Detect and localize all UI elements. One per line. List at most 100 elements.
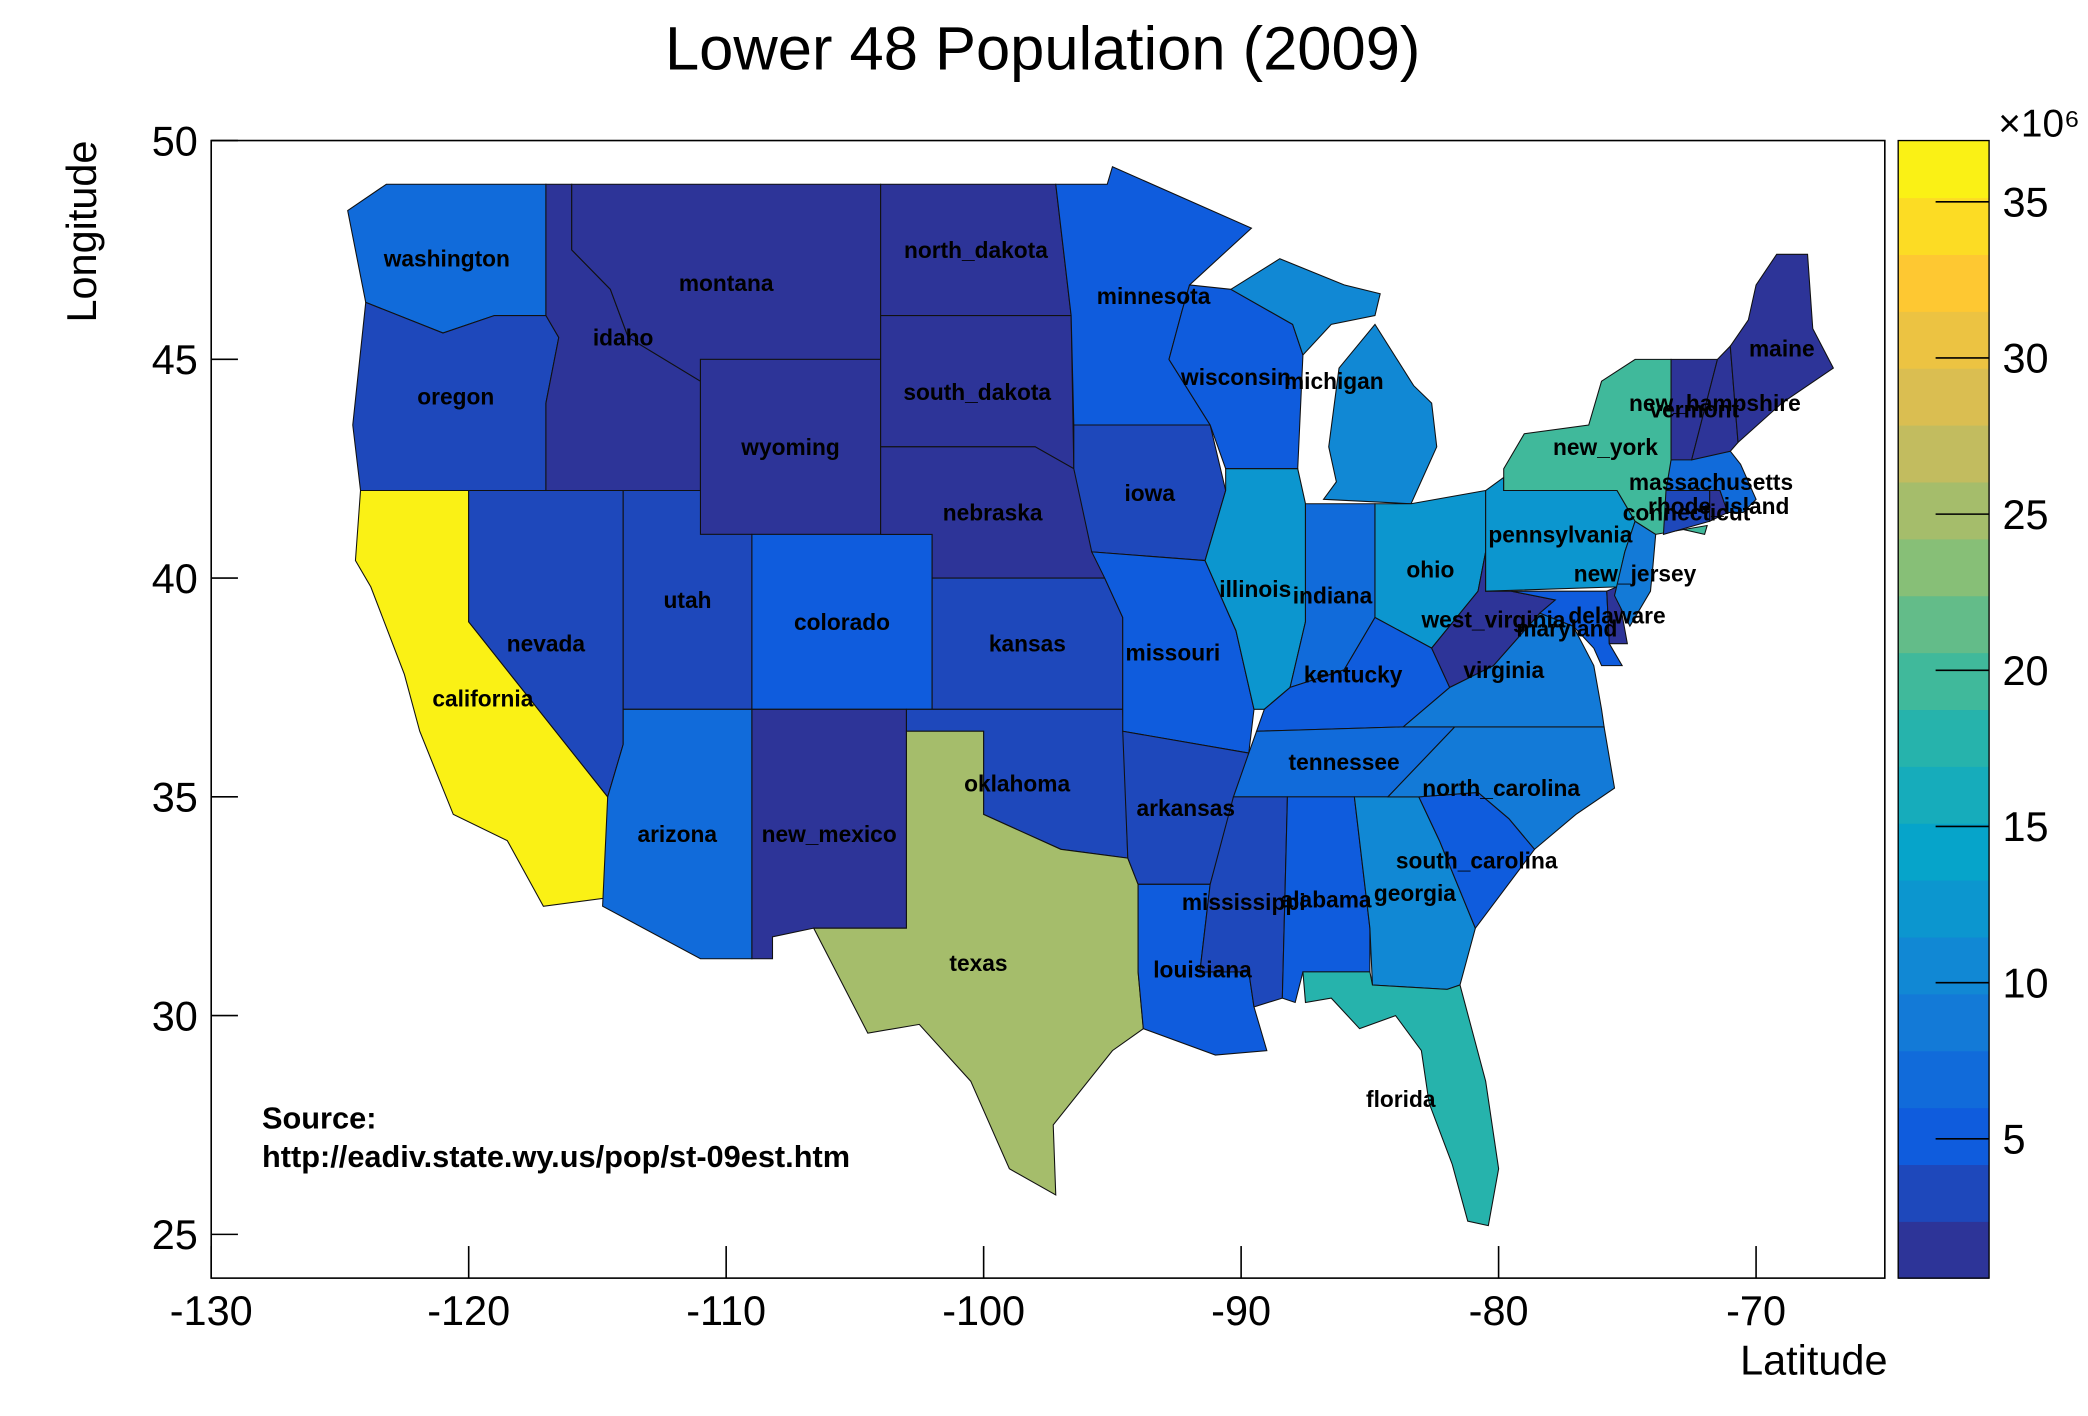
state (1613, 520, 1657, 628)
color-bar-band (1898, 766, 1990, 824)
color-bar-band (1898, 311, 1990, 369)
state-label: new_hampshire (1629, 390, 1801, 416)
color-tick-label: 25 (2002, 491, 2048, 538)
state-label: south_dakota (903, 379, 1051, 405)
color-bar-band (1898, 879, 1990, 938)
color-axis-multiplier: ×10⁶ (1998, 103, 2080, 146)
y-tick-label: 30 (152, 992, 198, 1039)
state-label: florida (1366, 1086, 1436, 1112)
color-bar-band (1898, 1050, 1990, 1109)
color-bar-band (1898, 254, 1990, 312)
state-label: new_mexico (762, 821, 897, 847)
state-label: wisconsin (1180, 364, 1291, 390)
state-label: montana (679, 270, 774, 296)
state-label: maine (1749, 335, 1815, 361)
color-tick-label: 20 (2002, 647, 2048, 694)
x-tick-label: -90 (1211, 1287, 1271, 1334)
state-label: vermont (1649, 397, 1739, 423)
state-label: california (432, 685, 533, 711)
state-label: maryland (1516, 615, 1617, 641)
color-bar-band (1898, 1221, 1990, 1279)
state-label: rhode_island (1648, 493, 1789, 519)
state-label: west_virginia (1420, 607, 1565, 633)
color-bar-band (1898, 823, 1990, 881)
color-bar-band (1898, 709, 1990, 767)
state-label: north_carolina (1422, 775, 1580, 801)
state-label: tennessee (1289, 749, 1400, 775)
y-tick-label: 45 (152, 336, 198, 383)
color-bar-band (1898, 140, 1990, 199)
state-label: kansas (989, 631, 1066, 657)
x-tick-label: -80 (1469, 1287, 1529, 1334)
state-label: colorado (794, 609, 890, 635)
color-bar-band (1898, 197, 1990, 255)
state (1606, 586, 1628, 645)
color-bar-band (1898, 936, 1990, 995)
color-tick-label: 30 (2002, 335, 2048, 382)
color-bar-band (1898, 1107, 1990, 1166)
color-tick-label: 15 (2002, 803, 2048, 850)
color-tick-label: 10 (2002, 959, 2048, 1006)
source-url: http://eadiv.state.wy.us/pop/st-09est.ht… (262, 1139, 850, 1174)
state-label: missouri (1126, 639, 1221, 665)
state-label: oregon (417, 384, 494, 410)
plot-frame (210, 139, 1886, 1279)
state-label: delaware (1568, 602, 1665, 628)
state-label: minnesota (1097, 283, 1211, 309)
state-label: texas (949, 950, 1007, 976)
y-tick-label: 50 (152, 117, 198, 164)
state-label: michigan (1284, 368, 1384, 394)
color-bar-band (1898, 481, 1990, 540)
color-bar-band (1898, 652, 1990, 711)
x-tick-label: -130 (170, 1287, 253, 1334)
state-label: mississippi (1182, 889, 1306, 915)
state-label: illinois (1219, 576, 1291, 602)
state-label: washington (383, 246, 510, 272)
map (347, 166, 1835, 1227)
source-label: Source: (262, 1100, 376, 1135)
state-label: ohio (1406, 556, 1454, 582)
state-label: arizona (637, 821, 717, 847)
chart-title: Lower 48 Population (2009) (665, 15, 1420, 84)
color-bar-band (1898, 993, 1990, 1052)
state (1199, 796, 1288, 1008)
color-tick-label: 35 (2002, 178, 2048, 225)
state-label: new_jersey (1574, 561, 1697, 587)
state (1229, 258, 1438, 505)
state-label: kentucky (1304, 661, 1403, 687)
x-tick-label: -100 (942, 1287, 1025, 1334)
state-label: north_dakota (904, 237, 1048, 263)
state-label: georgia (1374, 880, 1456, 906)
state-label: utah (664, 587, 712, 613)
state (812, 730, 1144, 1196)
state-label: connecticut (1623, 499, 1751, 525)
state-label: massachusetts (1629, 469, 1793, 495)
state-label: arkansas (1136, 795, 1235, 821)
state (1665, 450, 1757, 513)
color-bar-band (1898, 424, 1990, 483)
state-label: idaho (593, 324, 654, 350)
x-tick-label: -110 (686, 1287, 766, 1334)
axes: -130 -120 -110 -100 -90 -80 -70 25 30 35 40 45 50 5 10… (152, 117, 2049, 1334)
state-label: south_carolina (1396, 847, 1558, 873)
state-label: nebraska (943, 499, 1043, 525)
x-tick-label: -70 (1726, 1287, 1786, 1334)
state-label: new_york (1553, 434, 1658, 460)
color-bar-band (1898, 538, 1990, 597)
state-label: iowa (1124, 480, 1175, 506)
state-label: nevada (507, 631, 586, 657)
state-label: virginia (1463, 657, 1544, 683)
y-tick-label: 40 (152, 555, 198, 602)
color-bar-band (1898, 368, 1990, 426)
color-bar-frame (1897, 139, 1990, 1279)
y-tick-label: 25 (152, 1211, 198, 1258)
state-label: oklahoma (964, 771, 1070, 797)
color-bar-band (1898, 1164, 1990, 1222)
color-bar-band (1898, 595, 1990, 654)
state-label: alabama (1281, 887, 1372, 913)
state (1729, 253, 1835, 444)
state-label: wyoming (740, 434, 839, 460)
color-tick-label: 5 (2002, 1116, 2025, 1163)
